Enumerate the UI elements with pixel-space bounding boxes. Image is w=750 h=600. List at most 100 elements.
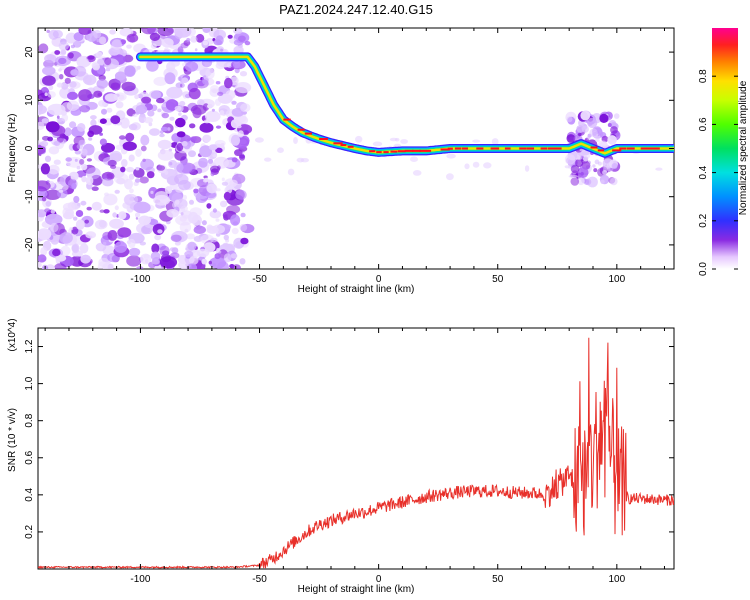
spectrogram-noise-blob xyxy=(85,176,94,186)
spectrogram-noise-blob xyxy=(216,46,225,53)
snr-y-multiplier: (x10^4) xyxy=(7,318,18,351)
spectrogram-noise-blob xyxy=(124,65,136,77)
spectrogram-noise-blob xyxy=(213,156,229,169)
spectrogram-noise-blob xyxy=(38,228,52,240)
spectrogram-noise-blob xyxy=(48,84,54,91)
spectrogram-noise-blob xyxy=(126,166,135,173)
spectrogram-noise-blob xyxy=(115,144,124,150)
spectrogram-noise-blob xyxy=(175,82,185,89)
spectrogram-noise-blob xyxy=(227,34,233,39)
spectrogram-noise-blob xyxy=(48,29,59,40)
spectrogram-noise-blob xyxy=(80,254,91,264)
spectrogram-noise-blob xyxy=(98,257,110,268)
snr-y-ticks: 0.2 0.4 0.6 0.8 1.0 1.2 xyxy=(24,339,674,539)
x-tick-label: 100 xyxy=(608,274,625,285)
spectrogram-noise-blob xyxy=(80,200,87,206)
spectrogram-noise-blob xyxy=(88,137,93,141)
spectrogram-noise-blob xyxy=(224,186,233,194)
spectrogram-noise-blob xyxy=(56,118,63,123)
spectrogram-noise-blob xyxy=(191,214,202,226)
spectrogram-noise-blob xyxy=(53,140,61,146)
spectrogram-noise-blob xyxy=(60,245,71,256)
spectrogram-noise-blob xyxy=(167,127,171,131)
spectrogram-noise-blob xyxy=(118,211,127,220)
spectrogram-noise-blob xyxy=(79,243,89,254)
spectrogram-noise-blob xyxy=(128,123,138,131)
spectrogram-noise-blob xyxy=(160,126,168,132)
spectrogram-noise-blob xyxy=(92,62,100,71)
spectrogram-noise-blob xyxy=(594,159,600,165)
spectrogram-noise-blob xyxy=(215,125,222,129)
spectrogram-noise-blob xyxy=(203,175,208,179)
spectrogram-noise-blob xyxy=(215,218,220,222)
spectrogram-noise-blob xyxy=(95,51,103,58)
x-tick-label: 50 xyxy=(492,574,504,585)
spectrogram-noise-blob xyxy=(194,48,198,52)
spectrogram-noise-blob xyxy=(230,134,241,146)
spectrogram-noise-blob xyxy=(72,40,82,48)
spectrogram-noise-blob xyxy=(193,225,206,234)
spectrogram-noise-blob xyxy=(215,81,221,85)
spectrogram-noise-blob xyxy=(74,150,81,155)
y-tick-label: -20 xyxy=(24,237,35,252)
spectrogram-noise-blob xyxy=(139,176,149,184)
spectrogram-noise-blob xyxy=(412,170,422,176)
snr-panel: -100 -50 0 50 100 0.2 0.4 0.6 0.8 1.0 1.2 Height … xyxy=(7,318,675,595)
spectrogram-noise-blob xyxy=(84,219,89,224)
spectrogram-noise-blob xyxy=(600,179,605,184)
x-tick-label: 0 xyxy=(376,574,382,585)
colorbar-tick-label: 0.8 xyxy=(698,69,709,83)
spectrogram-noise-blob xyxy=(61,113,69,122)
spectrogram-noise-blob xyxy=(134,94,140,100)
spectrogram-noise-blob xyxy=(166,86,183,99)
spectrogram-noise-blob xyxy=(209,257,227,269)
spectrogram-noise-blob xyxy=(86,206,92,211)
spectrogram-noise-blob xyxy=(277,147,284,153)
spectrogram-noise-blob xyxy=(202,28,211,33)
spectrogram-noise-blob xyxy=(123,193,138,206)
spectrogram-noise-blob xyxy=(176,162,193,174)
spectrogram-noise-blob xyxy=(71,226,79,235)
spectrogram-noise-blob xyxy=(150,251,161,261)
spectrogram-noise-blob xyxy=(225,90,236,100)
spectrogram-noise-blob xyxy=(103,175,108,179)
spectrogram-noise-blob xyxy=(175,117,186,128)
spectrogram-noise-blob xyxy=(69,81,77,88)
spectrogram-noise-blob xyxy=(587,117,598,128)
spectrogram-noise-blob xyxy=(201,258,207,265)
spectrogram-noise-blob xyxy=(129,188,134,194)
spectrogram-noise-blob xyxy=(190,136,197,142)
spectrogram-noise-blob xyxy=(216,248,221,252)
spectrogram-noise-blob xyxy=(174,28,192,38)
spectrogram-noise-blob xyxy=(87,29,92,34)
x-tick-label: 50 xyxy=(492,274,504,285)
spectrogram-noise-blob xyxy=(157,149,174,161)
spectrogram-noise-blob xyxy=(184,250,194,258)
spectrogram-noise-blob xyxy=(56,82,63,88)
spectrogram-noise-blob xyxy=(583,156,589,162)
spectrogram-noise-blob xyxy=(182,194,187,201)
spectrogram-noise-blob xyxy=(82,74,97,86)
spectrogram-noise-blob xyxy=(159,133,165,138)
spectrogram-noise-blob xyxy=(212,154,218,158)
spectrogram-noise-blob xyxy=(152,223,165,235)
spectrogram-noise-blob xyxy=(181,141,188,147)
spectrogram-noise-blob xyxy=(570,164,580,174)
x-tick-label: -50 xyxy=(252,574,267,585)
spectrogram-noise-blob xyxy=(148,218,159,226)
spectrogram-noise-blob xyxy=(65,209,74,217)
spectrogram-noise-blob xyxy=(235,189,247,200)
x-tick-label: -50 xyxy=(252,274,267,285)
spectrogram-noise-blob xyxy=(578,132,582,137)
spectrogram-noise-blob xyxy=(138,215,152,226)
spectrogram-noise-blob xyxy=(159,245,170,257)
spectrogram-noise-blob xyxy=(116,214,119,218)
spectrogram-noise-blob xyxy=(239,154,246,161)
spectrogram-noise-blob xyxy=(38,43,49,54)
spectrogram-noise-blob xyxy=(132,113,138,118)
spectrogram-noise-blob xyxy=(140,134,150,146)
y-tick-label: 1.2 xyxy=(24,339,35,353)
spectrogram-noise-blob xyxy=(38,180,51,192)
spectrogram-noise-blob xyxy=(206,203,212,209)
